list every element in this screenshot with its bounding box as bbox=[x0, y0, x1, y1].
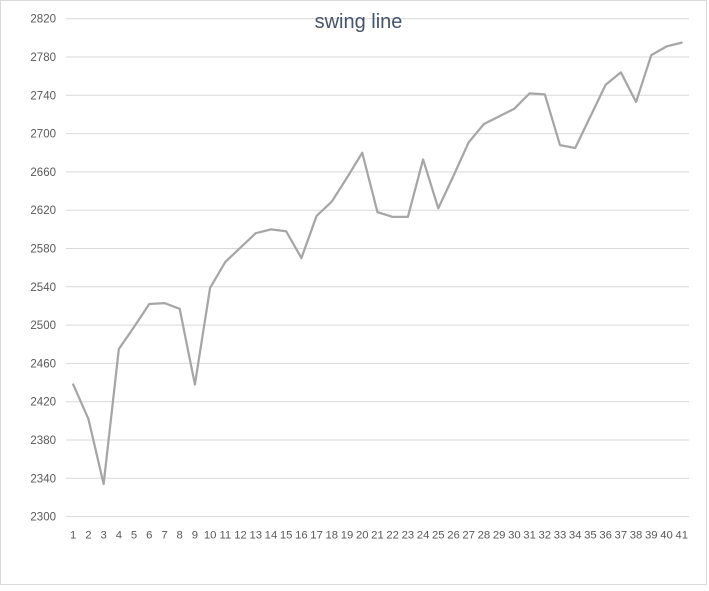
svg-text:6: 6 bbox=[146, 530, 152, 542]
svg-text:3: 3 bbox=[100, 530, 106, 542]
svg-text:13: 13 bbox=[249, 530, 262, 542]
svg-text:1: 1 bbox=[70, 530, 76, 542]
svg-text:2: 2 bbox=[85, 530, 91, 542]
svg-text:41: 41 bbox=[675, 530, 688, 542]
svg-text:5: 5 bbox=[131, 530, 137, 542]
svg-text:40: 40 bbox=[660, 530, 673, 542]
svg-text:9: 9 bbox=[192, 530, 198, 542]
svg-text:2580: 2580 bbox=[30, 244, 56, 256]
svg-text:2420: 2420 bbox=[30, 397, 56, 409]
svg-text:27: 27 bbox=[462, 530, 475, 542]
svg-text:2660: 2660 bbox=[30, 167, 56, 179]
svg-text:2540: 2540 bbox=[30, 282, 56, 294]
svg-text:31: 31 bbox=[523, 530, 536, 542]
svg-text:16: 16 bbox=[295, 530, 308, 542]
svg-text:15: 15 bbox=[280, 530, 293, 542]
svg-text:2700: 2700 bbox=[30, 129, 56, 141]
svg-text:33: 33 bbox=[554, 530, 567, 542]
svg-text:22: 22 bbox=[386, 530, 399, 542]
svg-text:19: 19 bbox=[341, 530, 354, 542]
svg-text:4: 4 bbox=[116, 530, 122, 542]
svg-text:2380: 2380 bbox=[30, 435, 56, 447]
svg-text:25: 25 bbox=[432, 530, 445, 542]
svg-text:38: 38 bbox=[630, 530, 643, 542]
svg-text:18: 18 bbox=[326, 530, 339, 542]
svg-text:7: 7 bbox=[161, 530, 167, 542]
svg-text:2460: 2460 bbox=[30, 358, 56, 370]
svg-text:2300: 2300 bbox=[30, 512, 56, 524]
svg-text:20: 20 bbox=[356, 530, 369, 542]
svg-text:26: 26 bbox=[447, 530, 460, 542]
svg-text:2500: 2500 bbox=[30, 320, 56, 332]
svg-text:24: 24 bbox=[417, 530, 430, 542]
svg-text:23: 23 bbox=[402, 530, 415, 542]
svg-text:2340: 2340 bbox=[30, 473, 56, 485]
svg-text:28: 28 bbox=[478, 530, 491, 542]
svg-text:39: 39 bbox=[645, 530, 658, 542]
svg-text:12: 12 bbox=[234, 530, 247, 542]
svg-text:11: 11 bbox=[219, 530, 231, 542]
svg-text:32: 32 bbox=[538, 530, 551, 542]
svg-text:14: 14 bbox=[265, 530, 278, 542]
svg-text:30: 30 bbox=[508, 530, 521, 542]
svg-text:21: 21 bbox=[371, 530, 384, 542]
svg-text:29: 29 bbox=[493, 530, 506, 542]
svg-text:10: 10 bbox=[204, 530, 217, 542]
svg-text:2780: 2780 bbox=[30, 52, 56, 64]
svg-text:17: 17 bbox=[310, 530, 323, 542]
svg-text:8: 8 bbox=[177, 530, 183, 542]
svg-text:35: 35 bbox=[584, 530, 597, 542]
svg-text:36: 36 bbox=[599, 530, 612, 542]
svg-text:34: 34 bbox=[569, 530, 582, 542]
svg-text:2740: 2740 bbox=[30, 90, 56, 102]
svg-text:37: 37 bbox=[615, 530, 628, 542]
svg-text:2620: 2620 bbox=[30, 205, 56, 217]
